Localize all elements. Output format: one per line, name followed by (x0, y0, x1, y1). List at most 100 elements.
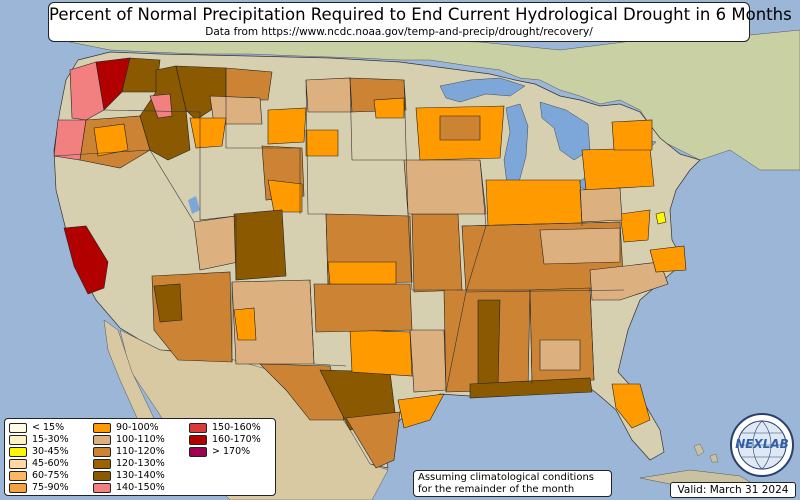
legend-swatch (9, 483, 27, 493)
region-ky-light (539, 227, 621, 265)
legend-label: 160-170% (212, 434, 261, 445)
region-fl (611, 383, 651, 429)
legend-swatch (9, 447, 27, 457)
legend-label: 150-160% (212, 422, 261, 433)
border-line (461, 221, 621, 227)
region-ks-orange (327, 261, 397, 285)
border-line (579, 179, 583, 227)
assumption-note: Assuming climatological conditions for t… (413, 470, 612, 497)
nexlab-logo: NEXLAB (730, 413, 794, 477)
legend-label: 75-90% (32, 482, 69, 493)
globe-equator (738, 432, 786, 458)
canada-land (59, 29, 800, 171)
legend-swatch (93, 459, 111, 469)
logo-text: NEXLAB (735, 437, 789, 451)
drought-regions (53, 57, 687, 469)
legend-label: < 15% (32, 422, 65, 433)
legend-swatch (93, 483, 111, 493)
border-line (103, 109, 237, 280)
note-line-2: for the remainder of the month (418, 484, 575, 495)
region-co-orange (267, 179, 303, 213)
legend-swatch (93, 423, 111, 433)
legend-item: 15-30% (9, 434, 93, 446)
region-tx-south (345, 411, 401, 469)
region-tx-gulf (397, 393, 445, 429)
legend-swatch (93, 435, 111, 445)
legend-swatch (189, 435, 207, 445)
border-line (465, 289, 625, 293)
legend-label: > 170% (212, 446, 251, 457)
border-line (225, 68, 301, 214)
legend-item: 30-45% (9, 446, 93, 458)
legend-item: > 170% (189, 446, 273, 458)
region-mt-central (225, 67, 273, 101)
region-ia-il (403, 159, 487, 215)
region-id-red (149, 93, 173, 119)
region-tx-east (409, 329, 447, 393)
state-borders (53, 68, 625, 393)
border-line (589, 287, 595, 381)
legend-swatch (9, 459, 27, 469)
legend-item: 90-100% (93, 422, 189, 434)
border-line (529, 289, 533, 385)
region-tx-north (349, 329, 413, 377)
great-salt-lake (188, 196, 200, 214)
legend-swatch (9, 423, 27, 433)
legend-item: 75-90% (9, 482, 93, 494)
legend-swatch (189, 423, 207, 433)
region-nv-ut (193, 215, 239, 271)
globe-icon (737, 420, 787, 470)
bahamas (693, 443, 719, 463)
legend-label: 140-150% (116, 482, 165, 493)
legend-label: 110-120% (116, 446, 165, 457)
note-line-1: Assuming climatological conditions (418, 472, 594, 483)
map-subtitle: Data from https://www.ncdc.noaa.gov/temp… (205, 26, 593, 38)
globe-meridian (752, 420, 772, 470)
legend-label: 130-140% (116, 470, 165, 481)
legend-label: 30-45% (32, 446, 69, 457)
legend: < 15% 15-30% 30-45% 45-60% 60-75% 75-90% 90-10… (4, 418, 276, 496)
border-line (53, 149, 195, 223)
legend-label: 45-60% (32, 458, 69, 469)
region-in-oh (485, 179, 583, 227)
region-nm-orange (233, 307, 257, 341)
legend-item: 100-110% (93, 434, 189, 446)
valid-date: Valid: March 31 2024 (670, 482, 796, 498)
legend-item: 120-130% (93, 458, 189, 470)
legend-label: 60-75% (32, 470, 69, 481)
region-nc-orange (649, 245, 687, 273)
legend-item: 150-160% (189, 422, 273, 434)
legend-item: 130-140% (93, 470, 189, 482)
region-tx-west (259, 363, 345, 421)
map-title: Percent of Normal Precipitation Required… (49, 5, 792, 24)
region-md-yellow (655, 211, 667, 225)
border-line (403, 79, 444, 291)
region-ca-central (63, 225, 109, 295)
region-sd-orange (305, 129, 339, 157)
legend-item: 160-170% (189, 434, 273, 446)
legend-item: 60-75% (9, 470, 93, 482)
legend-item: < 15% (9, 422, 93, 434)
region-wa-west (69, 61, 105, 121)
legend-item: 45-60% (9, 458, 93, 470)
region-wy-orange (189, 117, 227, 149)
legend-swatch (189, 447, 207, 457)
region-al-light (539, 339, 581, 371)
region-ny-orange (611, 119, 653, 151)
region-mo (411, 213, 463, 293)
region-mt-east (209, 95, 263, 125)
region-gulf-coast (469, 377, 593, 399)
region-carolinas (589, 261, 669, 301)
legend-label: 15-30% (32, 434, 69, 445)
legend-swatch (93, 471, 111, 481)
region-mt-orange (267, 107, 307, 145)
region-wv (579, 187, 623, 223)
legend-label: 100-110% (116, 434, 165, 445)
border-line (309, 279, 347, 367)
legend-label: 120-130% (116, 458, 165, 469)
border-line (445, 159, 487, 393)
border-line (305, 79, 329, 285)
border-line (349, 77, 404, 161)
legend-swatch (9, 471, 27, 481)
